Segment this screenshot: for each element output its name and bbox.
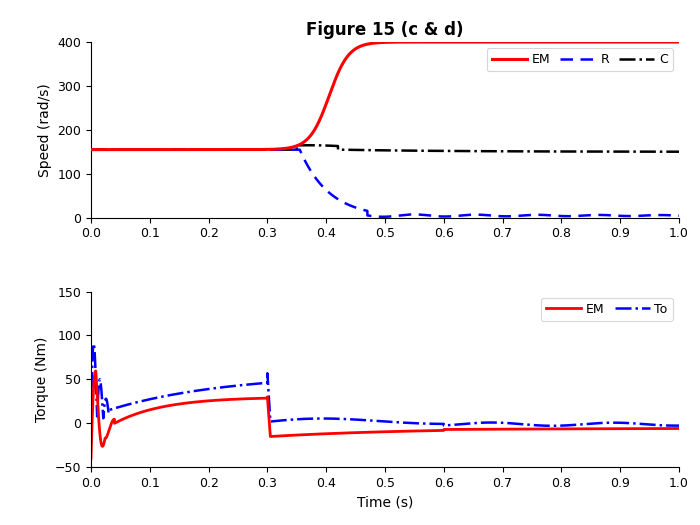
EM (644, 425, 652, 432)
R (122, 146, 130, 153)
EM (374, 429, 383, 435)
EM (90, 383, 98, 390)
EM (675, 39, 683, 45)
EM (643, 39, 652, 45)
To (644, 421, 652, 427)
Title: Figure 15 (c & d): Figure 15 (c & d) (307, 21, 463, 39)
To (90, 341, 98, 347)
R (675, 213, 683, 219)
EM (111, 419, 120, 426)
C (111, 146, 120, 153)
C (90, 146, 98, 153)
Line: EM: EM (91, 42, 679, 150)
EM (87, 455, 95, 461)
C (644, 149, 652, 155)
EM (90, 146, 98, 153)
R (202, 146, 211, 153)
R (379, 214, 387, 220)
To (548, 423, 556, 429)
EM (202, 146, 211, 153)
To (675, 423, 683, 429)
Legend: EM, To: EM, To (541, 298, 673, 321)
X-axis label: Time (s): Time (s) (357, 496, 413, 510)
To (374, 418, 383, 424)
To (87, 412, 95, 418)
Line: EM: EM (91, 371, 679, 458)
R (374, 214, 383, 220)
EM (202, 398, 211, 404)
Y-axis label: Speed (rad/s): Speed (rad/s) (38, 83, 52, 177)
Legend: EM, R, C: EM, R, C (486, 48, 673, 71)
R (90, 146, 98, 153)
EM (374, 39, 383, 46)
C (122, 146, 130, 153)
To (90, 341, 98, 347)
R (111, 146, 120, 153)
R (87, 146, 95, 153)
C (374, 147, 383, 153)
To (111, 405, 120, 411)
EM (674, 39, 682, 45)
EM (111, 146, 120, 153)
Line: C: C (91, 145, 679, 152)
Y-axis label: Torque (Nm): Torque (Nm) (35, 337, 49, 422)
EM (122, 146, 130, 153)
To (122, 402, 130, 408)
EM (87, 146, 95, 153)
C (87, 146, 95, 153)
Line: To: To (91, 344, 679, 426)
EM (122, 415, 130, 421)
C (202, 146, 211, 153)
R (644, 212, 652, 218)
C (304, 142, 313, 149)
EM (675, 425, 683, 432)
Line: R: R (91, 150, 679, 217)
C (675, 149, 683, 155)
To (202, 386, 211, 393)
EM (92, 368, 100, 374)
